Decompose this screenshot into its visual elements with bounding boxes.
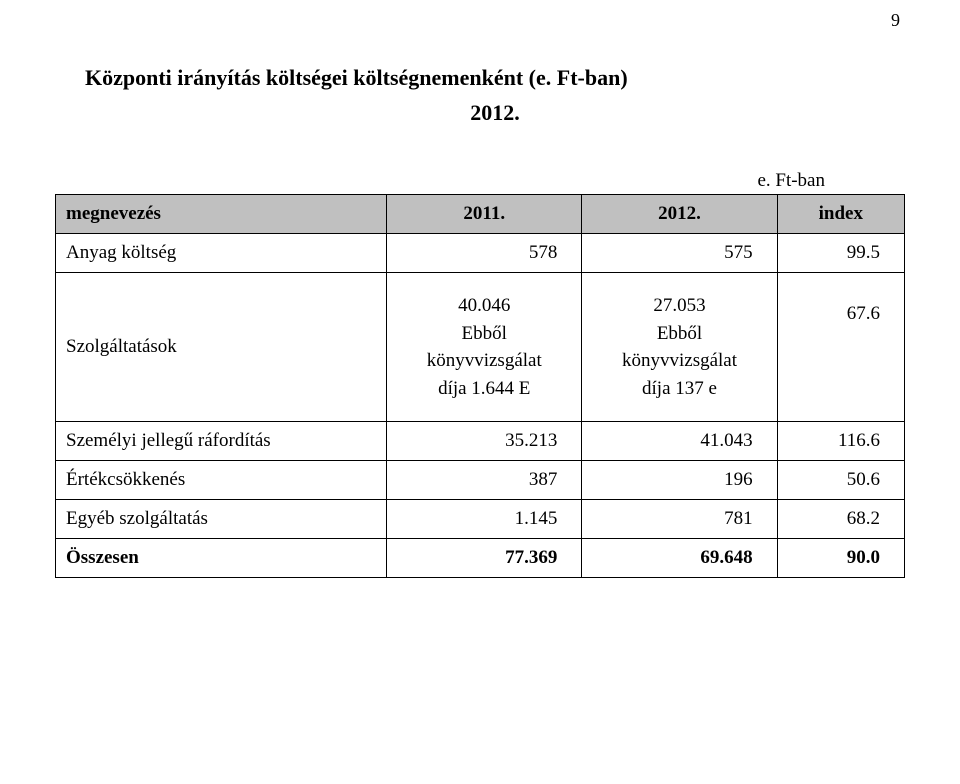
cell-index: 99.5 bbox=[777, 234, 904, 273]
header-2011: 2011. bbox=[387, 195, 582, 234]
cell-2011: 1.145 bbox=[387, 500, 582, 539]
title-block: Központi irányítás költségei költségneme… bbox=[55, 60, 905, 130]
title-line-1: Központi irányítás költségei költségneme… bbox=[85, 60, 905, 95]
row-ertekcsokkenes: Értékcsökkenés 387 196 50.6 bbox=[56, 461, 905, 500]
row-anyag: Anyag költség 578 575 99.5 bbox=[56, 234, 905, 273]
cell-2012: 781 bbox=[582, 500, 777, 539]
row-egyeb: Egyéb szolgáltatás 1.145 781 68.2 bbox=[56, 500, 905, 539]
cell-2012-sub3: díja 137 e bbox=[592, 375, 766, 403]
cell-2012: 41.043 bbox=[582, 422, 777, 461]
cell-index: 68.2 bbox=[777, 500, 904, 539]
page-number: 9 bbox=[891, 10, 900, 31]
cell-2011-sub2: könyvvizsgálat bbox=[397, 347, 571, 375]
cell-name: Értékcsökkenés bbox=[56, 461, 387, 500]
row-osszesen: Összesen 77.369 69.648 90.0 bbox=[56, 539, 905, 578]
cell-2012: 575 bbox=[582, 234, 777, 273]
cell-name: Szolgáltatások bbox=[56, 273, 387, 422]
row-szemelyi: Személyi jellegű ráfordítás 35.213 41.04… bbox=[56, 422, 905, 461]
cell-2011: 35.213 bbox=[387, 422, 582, 461]
table-header-row: megnevezés 2011. 2012. index bbox=[56, 195, 905, 234]
cell-2012: 27.053 Ebből könyvvizsgálat díja 137 e bbox=[582, 273, 777, 422]
cell-index: 67.6 bbox=[777, 273, 904, 422]
cell-index: 116.6 bbox=[777, 422, 904, 461]
header-2012: 2012. bbox=[582, 195, 777, 234]
cell-2011: 578 bbox=[387, 234, 582, 273]
cell-name: Anyag költség bbox=[56, 234, 387, 273]
row-szolgaltatasok: Szolgáltatások 40.046 Ebből könyvvizsgál… bbox=[56, 273, 905, 422]
cell-2012: 69.648 bbox=[582, 539, 777, 578]
cell-name: Egyéb szolgáltatás bbox=[56, 500, 387, 539]
page-content: Központi irányítás költségei költségneme… bbox=[0, 0, 960, 578]
cell-2012-sub2: könyvvizsgálat bbox=[592, 347, 766, 375]
title-line-2: 2012. bbox=[85, 95, 905, 130]
cell-2011-sub1: Ebből bbox=[397, 320, 571, 348]
cell-name: Összesen bbox=[56, 539, 387, 578]
unit-label: e. Ft-ban bbox=[55, 170, 905, 192]
cell-2011: 77.369 bbox=[387, 539, 582, 578]
cell-2011: 40.046 Ebből könyvvizsgálat díja 1.644 E bbox=[387, 273, 582, 422]
cell-2011-num: 40.046 bbox=[397, 292, 571, 320]
cell-index: 50.6 bbox=[777, 461, 904, 500]
cell-2012-num: 27.053 bbox=[592, 292, 766, 320]
cell-name: Személyi jellegű ráfordítás bbox=[56, 422, 387, 461]
cell-2012: 196 bbox=[582, 461, 777, 500]
header-name: megnevezés bbox=[56, 195, 387, 234]
cell-index: 90.0 bbox=[777, 539, 904, 578]
cell-2011-sub3: díja 1.644 E bbox=[397, 375, 571, 403]
cell-2011: 387 bbox=[387, 461, 582, 500]
cell-2012-sub1: Ebből bbox=[592, 320, 766, 348]
cost-table: megnevezés 2011. 2012. index Anyag költs… bbox=[55, 194, 905, 578]
header-index: index bbox=[777, 195, 904, 234]
